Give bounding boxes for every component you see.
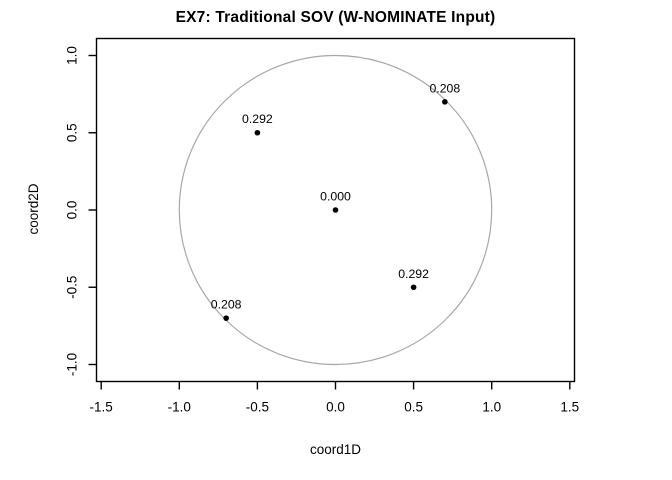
x-axis-tick-label: 1.5 <box>560 400 579 415</box>
data-point <box>254 129 261 136</box>
y-axis-tick-label: 0.0 <box>65 201 80 220</box>
x-axis-tick-label: -0.5 <box>246 400 269 415</box>
x-axis-tick-label: -1.0 <box>168 400 191 415</box>
data-point-label: 0.000 <box>320 190 351 204</box>
y-axis-tick-label: 0.5 <box>65 123 80 142</box>
data-point-label: 0.208 <box>429 81 460 95</box>
x-axis-tick-label: 0.5 <box>404 400 423 415</box>
data-point-label: 0.208 <box>211 298 242 312</box>
data-point <box>223 315 229 321</box>
data-point <box>410 284 417 291</box>
unit-circle <box>178 54 493 366</box>
x-axis-tick-label: -1.5 <box>90 400 113 415</box>
x-axis-tick-label: 0.0 <box>326 400 345 415</box>
y-axis-tick-label: -1.0 <box>65 353 80 376</box>
y-axis-tick-label: 1.0 <box>65 46 80 65</box>
data-point <box>442 99 448 105</box>
plot-title: EX7: Traditional SOV (W-NOMINATE Input) <box>175 9 496 26</box>
x-axis-title: coord1D <box>309 442 362 457</box>
y-axis-title: coord2D <box>25 183 41 235</box>
y-axis-tick-label: -0.5 <box>65 276 80 299</box>
data-point <box>332 207 339 213</box>
data-point-label: 0.292 <box>398 267 429 281</box>
x-axis-tick-label: 1.0 <box>482 400 501 415</box>
data-point-label: 0.292 <box>242 112 273 126</box>
